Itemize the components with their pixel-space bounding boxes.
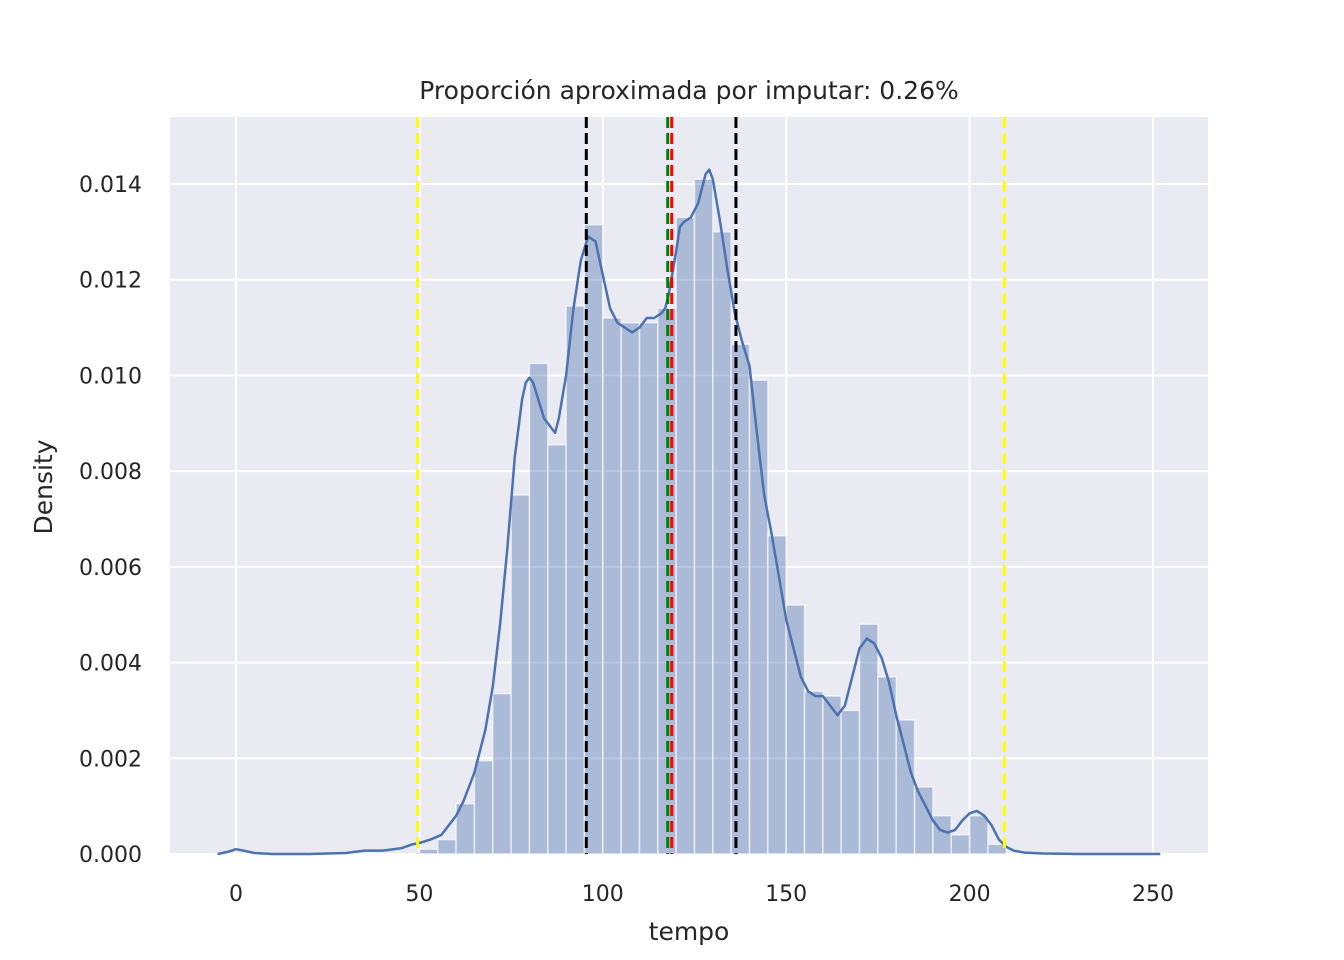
histogram-bar — [858, 623, 879, 855]
x-tick-label: 0 — [229, 882, 243, 907]
histogram-bar — [822, 695, 842, 855]
histogram-bar — [528, 362, 549, 855]
y-tick-label: 0.002 — [79, 747, 142, 772]
histogram-bar — [418, 848, 439, 855]
histogram-bar — [913, 786, 934, 855]
y-tick-labels: 0.000 0.002 0.004 0.006 0.008 0.010 0.012 0.014 — [79, 173, 142, 868]
histogram-bars — [418, 178, 1008, 855]
x-tick-labels: 0 50 100 150 200 250 — [229, 882, 1174, 907]
plot-area — [170, 117, 1208, 854]
histogram-bar — [602, 317, 622, 855]
histogram-bar — [987, 843, 1008, 855]
histogram-bar — [510, 494, 531, 855]
histogram-bar — [437, 838, 457, 855]
histogram-bar — [693, 178, 714, 855]
x-tick-label: 100 — [582, 882, 624, 907]
y-tick-label: 0.006 — [79, 556, 142, 581]
histogram-bar — [638, 322, 659, 855]
histogram-bar — [968, 814, 989, 855]
x-tick-label: 50 — [405, 882, 433, 907]
histogram-bar — [840, 709, 861, 855]
x-tick-label: 200 — [949, 882, 991, 907]
histogram-bar — [730, 343, 751, 855]
histogram-bar — [492, 692, 512, 855]
histogram-bar — [950, 834, 971, 855]
x-tick-label: 150 — [765, 882, 807, 907]
kde-curve — [217, 168, 1161, 856]
y-tick-label: 0.008 — [79, 460, 142, 485]
y-tick-label: 0.014 — [79, 173, 142, 198]
histogram-bar — [895, 719, 916, 855]
y-axis-label: Density — [29, 439, 58, 534]
histogram-bar — [620, 322, 641, 855]
y-tick-label: 0.004 — [79, 652, 142, 677]
y-tick-label: 0.000 — [79, 843, 142, 868]
histogram-bar — [675, 216, 696, 855]
histogram-bar — [547, 444, 567, 855]
histogram-bar — [785, 604, 806, 855]
x-axis-label: tempo — [649, 917, 730, 946]
reference-lines — [416, 117, 1006, 854]
histogram-bar — [767, 535, 787, 855]
chart-title: Proporción aproximada por imputar: 0.26% — [419, 76, 958, 105]
histogram-bar — [473, 759, 494, 855]
histogram-bar — [932, 814, 953, 855]
y-tick-label: 0.010 — [79, 364, 142, 389]
x-tick-label: 250 — [1132, 882, 1174, 907]
histogram-bar — [565, 305, 586, 855]
histogram-bar — [803, 690, 824, 855]
histogram-bar — [712, 231, 732, 855]
y-tick-label: 0.012 — [79, 269, 142, 294]
